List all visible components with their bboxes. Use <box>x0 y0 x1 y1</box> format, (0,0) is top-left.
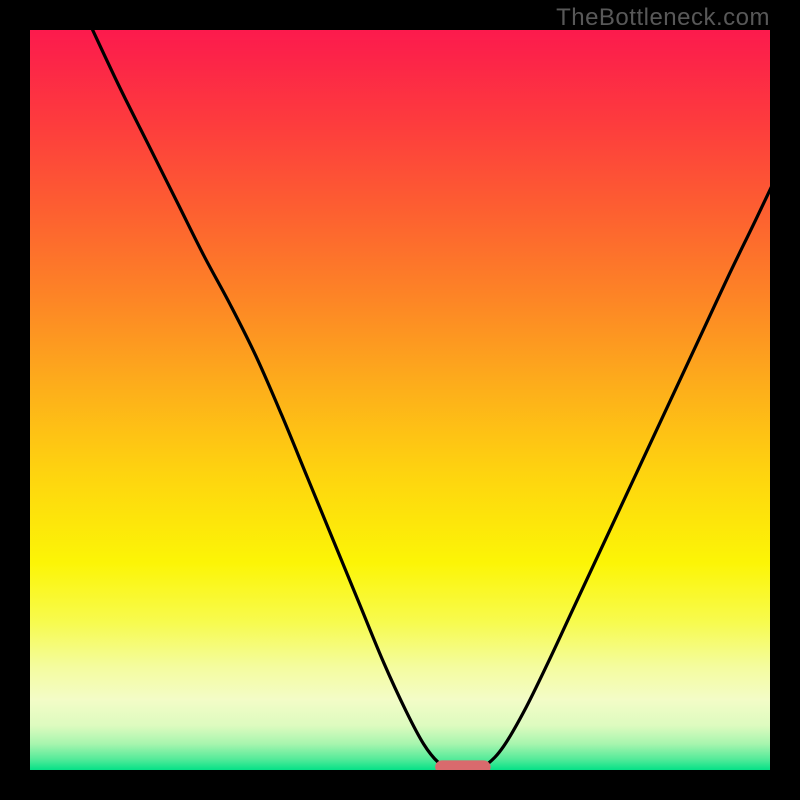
chart-stage: TheBottleneck.com <box>0 0 800 800</box>
watermark-text: TheBottleneck.com <box>556 4 770 32</box>
chart-svg <box>0 0 800 800</box>
plot-background <box>30 30 770 770</box>
